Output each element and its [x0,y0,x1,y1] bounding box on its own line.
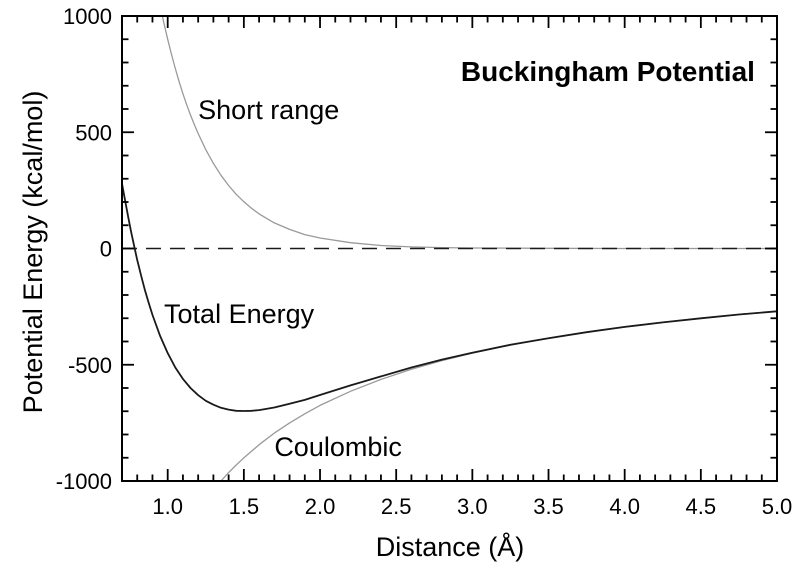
x-tick-label-4.0: 4.0 [609,494,640,519]
short-range-label: Short range [198,95,339,125]
x-tick-label-1.0: 1.0 [152,494,183,519]
y-tick-label-0: 0 [100,237,112,262]
x-tick-label-5.0: 5.0 [762,494,793,519]
y-tick-label--1000: -1000 [56,469,112,494]
x-tick-label-3.0: 3.0 [457,494,488,519]
y-axis-title: Potential Energy (kcal/mol) [18,91,48,414]
chart-title: Buckingham Potential [461,56,755,87]
x-tick-label-3.5: 3.5 [533,494,564,519]
x-tick-label-4.5: 4.5 [686,494,717,519]
y-tick-label-1000: 1000 [63,4,112,29]
x-tick-label-2.5: 2.5 [381,494,412,519]
coulombic-label: Coulombic [274,432,402,462]
x-tick-label-2.0: 2.0 [305,494,336,519]
x-tick-label-1.5: 1.5 [229,494,260,519]
y-tick-label-500: 500 [75,120,112,145]
short-range-curve [161,16,777,250]
plot-frame [121,15,778,482]
total-energy-label: Total Energy [164,299,315,329]
plot-layer: 1.0 1.5 2.0 2.5 3.0 3.5 4.0 4.5 5.0 1000 500 0 -500 -… [56,4,793,519]
y-tick-label--500: -500 [68,353,112,378]
total-energy-curve [122,183,777,412]
x-axis-title: Distance (Å) [376,531,525,562]
